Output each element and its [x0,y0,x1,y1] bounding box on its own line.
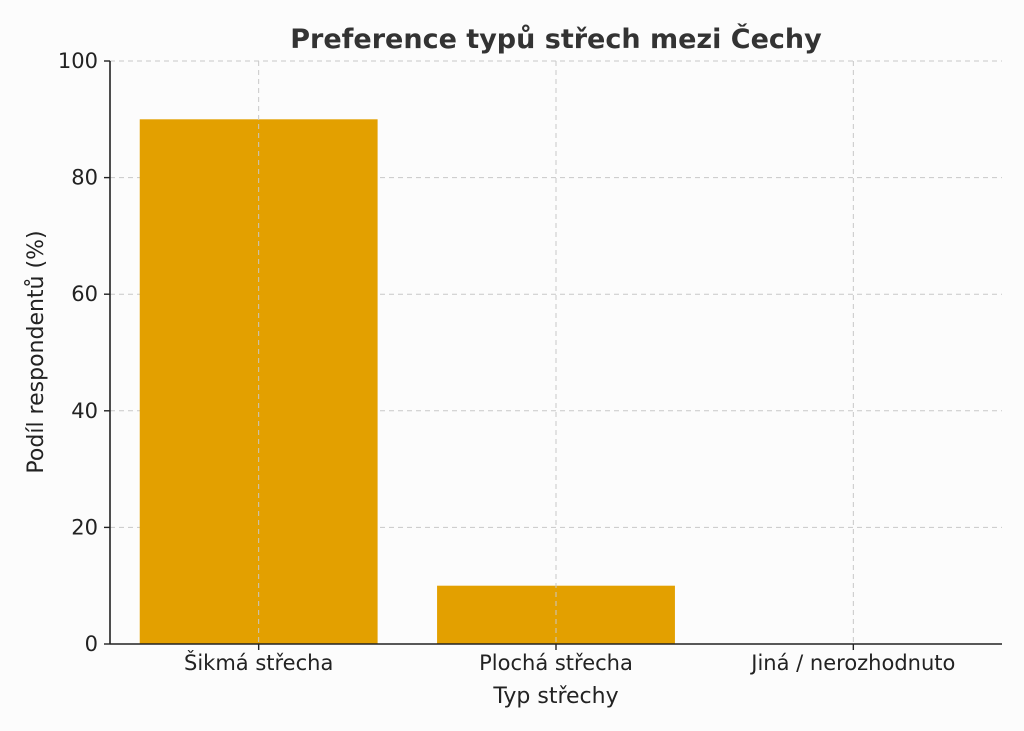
axes [104,60,1002,650]
y-tick-label: 60 [71,282,98,306]
y-tick-label: 100 [58,49,98,73]
x-tick-label: Šikmá střecha [184,650,333,675]
x-tick-label: Plochá střecha [479,651,633,675]
y-tick-label: 20 [71,515,98,539]
y-tick-label: 80 [71,166,98,190]
y-tick-label: 40 [71,399,98,423]
x-axis-label: Typ střechy [492,684,618,709]
y-axis-label: Podíl respondentů (%) [24,230,49,473]
chart-title: Preference typů střech mezi Čechy [290,23,822,55]
tick-labels: 0 20 40 60 80 100 Šikmá střecha Plochá střecha J… [58,49,955,675]
bars [139,119,675,645]
y-tick-label: 0 [85,632,98,656]
x-tick-label: Jiná / nerozhodnuto [749,651,955,675]
